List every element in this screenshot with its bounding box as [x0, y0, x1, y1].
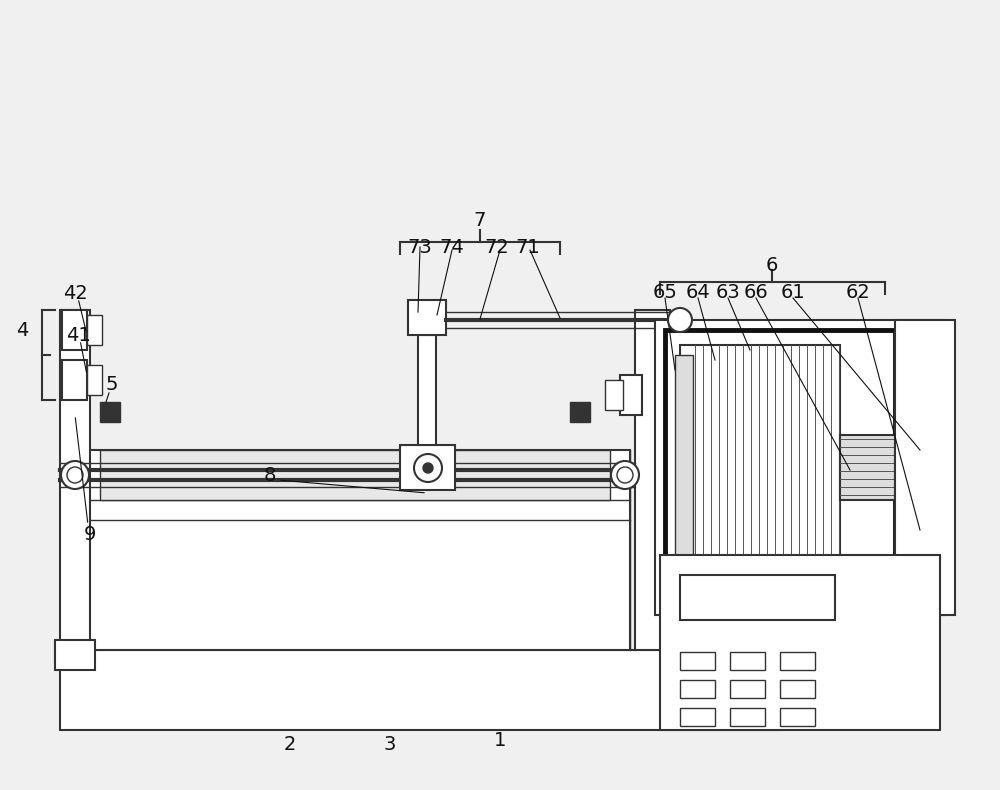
Text: 9: 9	[84, 525, 96, 544]
Text: 65: 65	[653, 283, 677, 302]
Bar	[418, 335, 436, 445]
Text: 74: 74	[440, 238, 464, 257]
Text: 3: 3	[384, 735, 396, 754]
Text: 6: 6	[766, 255, 778, 274]
Bar	[408, 300, 446, 335]
Circle shape	[668, 308, 692, 332]
Bar	[55, 640, 95, 670]
Bar	[730, 708, 765, 726]
Bar	[400, 445, 455, 490]
Bar	[730, 652, 765, 670]
Text: 71: 71	[516, 238, 540, 257]
Bar	[60, 650, 780, 730]
Bar	[100, 450, 610, 500]
Text: 2: 2	[284, 735, 296, 754]
Bar	[87, 365, 102, 395]
Bar	[655, 320, 945, 615]
Bar	[680, 708, 715, 726]
Bar	[87, 315, 102, 345]
Text: 7: 7	[474, 210, 486, 230]
Circle shape	[67, 467, 83, 483]
Text: 41: 41	[66, 325, 90, 344]
Bar	[780, 680, 815, 698]
Bar	[680, 575, 835, 620]
Circle shape	[617, 467, 633, 483]
Text: 5: 5	[106, 374, 118, 393]
Bar	[605, 380, 623, 410]
Bar	[730, 680, 765, 698]
Text: 42: 42	[63, 284, 87, 303]
Bar	[680, 680, 715, 698]
Circle shape	[414, 454, 442, 482]
Bar	[635, 310, 670, 650]
Text: 8: 8	[264, 465, 276, 484]
Bar	[60, 310, 90, 650]
Bar	[665, 330, 895, 605]
Text: 1: 1	[494, 731, 506, 750]
Bar	[680, 345, 840, 595]
Text: 61: 61	[781, 283, 805, 302]
Bar	[675, 355, 693, 585]
Polygon shape	[413, 490, 442, 520]
Circle shape	[611, 461, 639, 489]
Bar	[780, 652, 815, 670]
Text: 4: 4	[16, 321, 28, 340]
Text: 66: 66	[744, 283, 768, 302]
Bar	[660, 555, 940, 730]
Bar	[895, 320, 955, 615]
Bar	[62, 360, 87, 400]
Text: 72: 72	[485, 238, 509, 257]
Text: 62: 62	[846, 283, 870, 302]
Bar	[620, 375, 642, 415]
Bar	[780, 708, 815, 726]
Text: 64: 64	[686, 283, 710, 302]
Bar	[840, 435, 895, 500]
Circle shape	[61, 461, 89, 489]
Bar	[80, 450, 630, 650]
Text: 73: 73	[408, 238, 432, 257]
Bar	[570, 402, 590, 422]
Bar	[680, 652, 715, 670]
Circle shape	[423, 463, 433, 473]
Bar	[100, 402, 120, 422]
Bar	[62, 310, 87, 350]
Text: 63: 63	[716, 283, 740, 302]
